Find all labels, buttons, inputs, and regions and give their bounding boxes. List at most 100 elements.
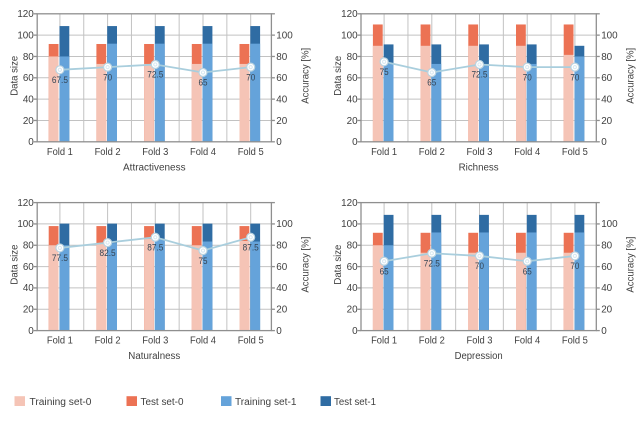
svg-text:Fold 4: Fold 4 (514, 147, 541, 158)
svg-text:70: 70 (103, 72, 112, 82)
svg-text:Accuracy [%]: Accuracy [%] (300, 48, 311, 104)
svg-text:Fold 2: Fold 2 (419, 147, 445, 158)
svg-text:20: 20 (347, 305, 358, 316)
svg-text:Fold 5: Fold 5 (562, 147, 588, 158)
svg-text:70: 70 (523, 72, 532, 82)
svg-text:Accuracy [%]: Accuracy [%] (625, 48, 636, 104)
svg-text:60: 60 (347, 73, 358, 84)
svg-text:100: 100 (601, 219, 618, 230)
svg-text:80: 80 (347, 52, 358, 63)
svg-text:20: 20 (23, 305, 34, 316)
svg-text:100: 100 (17, 30, 34, 41)
svg-text:Training set-0: Training set-0 (30, 397, 93, 408)
svg-text:40: 40 (347, 94, 358, 105)
svg-text:Training set-1: Training set-1 (235, 397, 297, 408)
svg-text:100: 100 (17, 219, 34, 230)
svg-text:Fold 5: Fold 5 (562, 336, 588, 347)
svg-text:80: 80 (23, 52, 34, 63)
svg-text:72.5: 72.5 (471, 70, 487, 80)
svg-text:60: 60 (276, 262, 287, 273)
svg-text:Fold 2: Fold 2 (419, 336, 445, 347)
svg-text:20: 20 (347, 116, 358, 127)
svg-text:87.5: 87.5 (147, 242, 163, 252)
svg-text:20: 20 (276, 305, 287, 316)
svg-text:80: 80 (23, 241, 34, 252)
svg-text:75: 75 (199, 256, 208, 266)
svg-text:82.5: 82.5 (100, 248, 116, 258)
svg-text:Fold 1: Fold 1 (47, 147, 73, 158)
svg-text:100: 100 (601, 30, 618, 41)
svg-text:60: 60 (276, 73, 287, 84)
svg-text:70: 70 (475, 261, 484, 271)
svg-text:65: 65 (427, 78, 436, 88)
svg-text:67.5: 67.5 (52, 75, 68, 85)
svg-text:80: 80 (601, 241, 612, 252)
svg-text:Test set-0: Test set-0 (141, 397, 185, 408)
svg-text:60: 60 (347, 262, 358, 273)
svg-text:65: 65 (380, 266, 389, 276)
svg-text:120: 120 (17, 198, 34, 209)
svg-text:40: 40 (23, 94, 34, 105)
svg-text:Data size: Data size (9, 55, 20, 95)
svg-text:0: 0 (601, 326, 607, 337)
svg-text:Fold 2: Fold 2 (95, 147, 121, 158)
svg-text:Data size: Data size (333, 55, 344, 95)
svg-text:Fold 5: Fold 5 (238, 147, 264, 158)
svg-text:Fold 1: Fold 1 (371, 336, 397, 347)
svg-text:20: 20 (601, 116, 612, 127)
svg-text:Fold 2: Fold 2 (95, 336, 121, 347)
svg-text:Accuracy [%]: Accuracy [%] (300, 236, 311, 292)
svg-text:Accuracy [%]: Accuracy [%] (625, 236, 636, 292)
svg-text:Fold 1: Fold 1 (371, 147, 397, 158)
svg-text:20: 20 (23, 116, 34, 127)
svg-text:0: 0 (352, 137, 358, 148)
svg-text:0: 0 (276, 137, 282, 148)
svg-text:72.5: 72.5 (147, 70, 163, 80)
svg-text:100: 100 (341, 30, 358, 41)
svg-text:Data size: Data size (333, 244, 344, 284)
svg-text:40: 40 (276, 94, 287, 105)
svg-text:70: 70 (570, 72, 579, 82)
svg-text:0: 0 (28, 326, 34, 337)
svg-text:Naturalness: Naturalness (128, 351, 180, 362)
svg-text:72.5: 72.5 (424, 258, 440, 268)
svg-text:40: 40 (601, 94, 612, 105)
svg-text:Fold 3: Fold 3 (142, 147, 168, 158)
svg-text:Fold 3: Fold 3 (142, 336, 168, 347)
svg-text:Fold 3: Fold 3 (467, 147, 493, 158)
svg-text:Fold 4: Fold 4 (190, 147, 217, 158)
svg-text:70: 70 (570, 261, 579, 271)
svg-text:Fold 5: Fold 5 (238, 336, 264, 347)
svg-text:100: 100 (276, 219, 293, 230)
svg-text:80: 80 (601, 52, 612, 63)
svg-text:20: 20 (276, 116, 287, 127)
svg-text:60: 60 (23, 73, 34, 84)
svg-text:120: 120 (17, 9, 34, 20)
svg-text:120: 120 (341, 9, 358, 20)
svg-text:40: 40 (23, 283, 34, 294)
svg-text:40: 40 (276, 283, 287, 294)
svg-text:75: 75 (380, 67, 389, 77)
svg-text:80: 80 (347, 241, 358, 252)
svg-text:Fold 4: Fold 4 (514, 336, 541, 347)
svg-text:Attractiveness: Attractiveness (123, 162, 186, 173)
svg-text:100: 100 (276, 30, 293, 41)
svg-text:65: 65 (199, 78, 208, 88)
svg-text:120: 120 (341, 198, 358, 209)
svg-text:70: 70 (246, 72, 255, 82)
svg-text:77.5: 77.5 (52, 253, 68, 263)
svg-text:40: 40 (601, 283, 612, 294)
svg-text:80: 80 (276, 241, 287, 252)
svg-text:20: 20 (601, 305, 612, 316)
svg-text:0: 0 (276, 326, 282, 337)
svg-text:0: 0 (601, 137, 607, 148)
svg-text:60: 60 (601, 73, 612, 84)
svg-text:65: 65 (523, 266, 532, 276)
svg-text:40: 40 (347, 283, 358, 294)
svg-text:Depression: Depression (455, 351, 503, 362)
svg-text:100: 100 (341, 219, 358, 230)
svg-text:87.5: 87.5 (243, 242, 259, 252)
svg-text:60: 60 (601, 262, 612, 273)
svg-text:0: 0 (352, 326, 358, 337)
svg-text:Test set-1: Test set-1 (334, 397, 376, 408)
